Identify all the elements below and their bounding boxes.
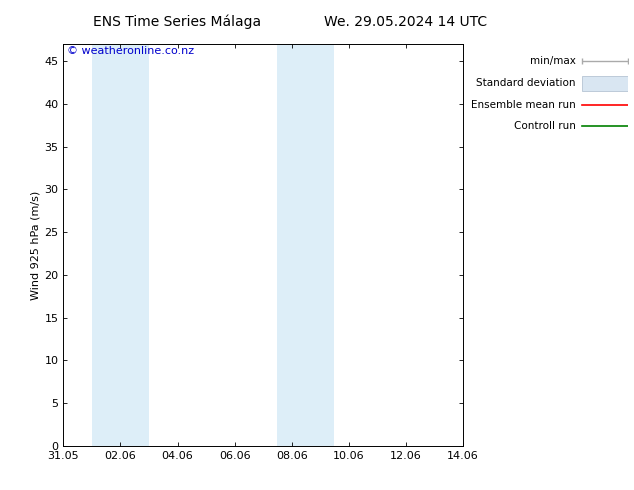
Text: Ensemble mean run: Ensemble mean run (471, 99, 576, 110)
Text: Standard deviation: Standard deviation (476, 78, 576, 88)
Bar (278, 44, 335, 446)
Text: min/max: min/max (530, 56, 576, 66)
Text: Controll run: Controll run (514, 121, 576, 131)
Text: We. 29.05.2024 14 UTC: We. 29.05.2024 14 UTC (324, 15, 488, 29)
Y-axis label: Wind 925 hPa (m/s): Wind 925 hPa (m/s) (30, 191, 40, 299)
Text: ENS Time Series Málaga: ENS Time Series Málaga (93, 15, 262, 29)
Text: © weatheronline.co.nz: © weatheronline.co.nz (67, 46, 195, 56)
Bar (92, 44, 149, 446)
